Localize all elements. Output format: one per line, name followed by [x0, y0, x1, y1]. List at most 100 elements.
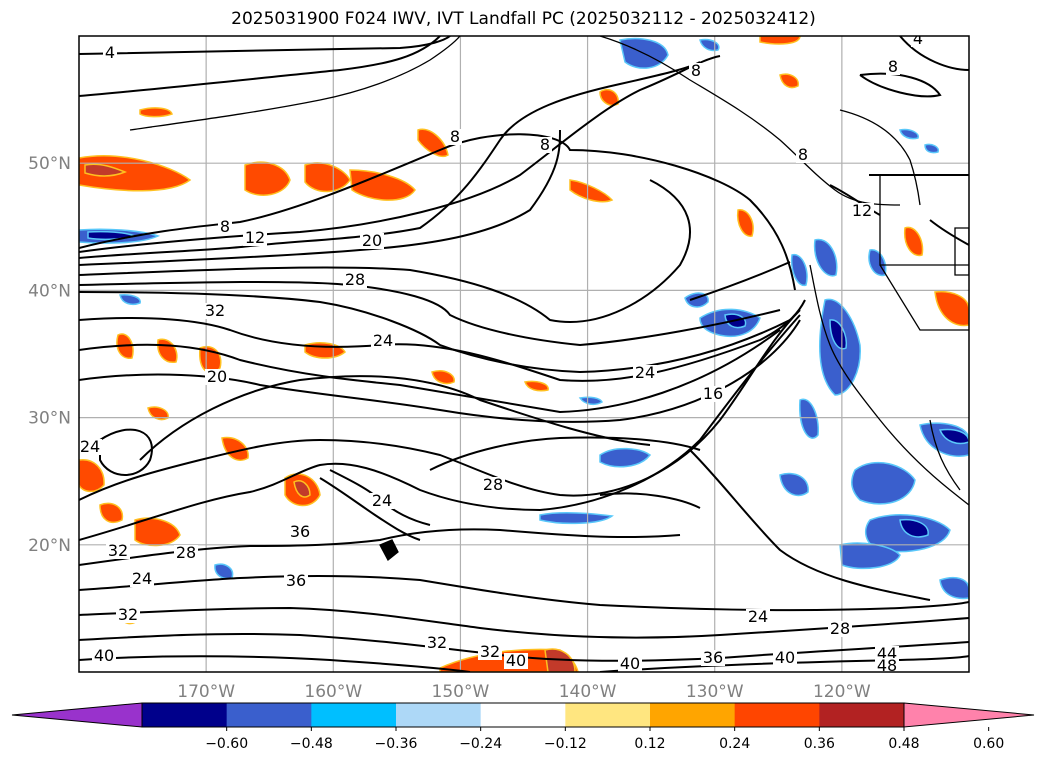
contour-label-bg [773, 650, 797, 666]
contour-label: 8 [798, 145, 808, 164]
contour-label: 16 [703, 384, 723, 403]
lon-tick-label: 160°W [304, 682, 362, 702]
lat-tick-label: 20°N [28, 536, 71, 556]
contour-label: 36 [290, 522, 310, 541]
contour-label-bg [448, 129, 462, 145]
longitude-tick-labels: 170°W 160°W 150°W 140°W 130°W 120°W [177, 682, 871, 702]
colorbar [11, 702, 1035, 728]
colorbar-tick-label: 0.48 [888, 736, 919, 752]
contour-label: 32 [427, 633, 447, 652]
contour-label: 24 [372, 491, 392, 510]
contour-label: 24 [635, 363, 655, 382]
contour-label: 8 [540, 135, 550, 154]
contour-label-bg [911, 36, 925, 47]
contour-label: 36 [703, 648, 723, 667]
contour-label: 32 [480, 642, 500, 661]
contour-label-bg [633, 365, 657, 381]
colorbar-outline [141, 702, 905, 728]
colorbar-segment [226, 703, 312, 727]
lon-tick-label: 130°W [686, 682, 744, 702]
contour-label: 32 [205, 301, 225, 320]
contour-label: 12 [852, 201, 872, 220]
contour-label: 48 [877, 656, 897, 675]
chart-title: 2025031900 F024 IWV, IVT Landfall PC (20… [231, 9, 816, 29]
colorbar-segment [142, 703, 228, 727]
colorbar-tick-label: 0.36 [804, 736, 835, 752]
contour-label: 20 [207, 367, 227, 386]
contour-label-bg [538, 137, 552, 153]
contour-label-bg [850, 203, 874, 219]
contour-label: 28 [176, 543, 196, 562]
colorbar-tick-label: −0.36 [375, 736, 418, 752]
map-area: 48 88 888412121620242424242424282828283232… [79, 29, 969, 675]
colorbar-extend-low [11, 702, 143, 728]
contour-label: 28 [345, 270, 365, 289]
contour-label: 36 [286, 571, 306, 590]
colorbar-tick-label: 0.60 [973, 736, 1004, 752]
contour-label-bg [130, 571, 154, 587]
contour-label: 24 [80, 437, 100, 456]
positive-anomaly-shading [79, 36, 969, 672]
contour-label-bg [343, 272, 367, 288]
contour-label-bg [481, 477, 505, 493]
contour-label: 24 [748, 607, 768, 626]
contour-label-bg [116, 607, 140, 623]
contour-label-bg [370, 493, 394, 509]
contour-label: 40 [506, 651, 526, 670]
colorbar-tick-label: 0.12 [634, 736, 665, 752]
contour-label: 40 [94, 646, 114, 665]
contour-label-bg [504, 653, 528, 669]
coastlines [129, 36, 969, 561]
contour-label-bg [828, 621, 852, 637]
colorbar-segment [396, 703, 482, 727]
contour-label: 20 [362, 231, 382, 250]
contour-label-bg [284, 573, 308, 589]
contour-label: 8 [691, 61, 701, 80]
colorbar-tick-labels: −0.60 −0.48 −0.36 −0.24 −0.12 0.12 0.24 0.36 0.4… [205, 727, 1004, 752]
lat-tick-label: 40°N [28, 281, 71, 301]
contour-label-bg [875, 658, 899, 672]
contour-label-bg [618, 656, 642, 672]
contour-label-bg [218, 219, 232, 235]
iwv-contour-lines [79, 36, 969, 672]
contour-label: 24 [373, 331, 393, 350]
contour-label: 40 [620, 654, 640, 673]
contour-label-bg [360, 233, 384, 249]
colorbar-segment [819, 703, 905, 727]
lon-tick-label: 120°W [813, 682, 871, 702]
lat-tick-label: 30°N [28, 409, 71, 429]
lon-tick-label: 140°W [559, 682, 617, 702]
contour-label: 32 [118, 605, 138, 624]
contour-label-bg [92, 648, 116, 664]
contour-label: 28 [483, 475, 503, 494]
contour-label-bg [371, 333, 395, 349]
contour-label: 24 [132, 569, 152, 588]
contour-label: 28 [830, 619, 850, 638]
contour-label-bg [106, 543, 130, 559]
colorbar-segment [480, 703, 566, 727]
contour-labels: 48 88 888412121620242424242424282828283232… [79, 29, 925, 675]
colorbar-segment [650, 703, 736, 727]
colorbar-tick-label: −0.60 [205, 736, 248, 752]
contour-label-bg [425, 635, 449, 651]
contour-label-bg [689, 63, 703, 79]
contour-label: 4 [913, 29, 923, 48]
contour-label: 12 [245, 228, 265, 247]
latitude-tick-labels: 50°N 40°N 30°N 20°N [28, 154, 71, 556]
contour-label-bg [205, 369, 229, 385]
lat-tick-label: 50°N [28, 154, 71, 174]
contour-label: 32 [108, 541, 128, 560]
contour-label: 40 [775, 648, 795, 667]
contour-label-bg [701, 386, 725, 402]
contour-label-bg [288, 524, 312, 540]
contour-label-bg [478, 644, 502, 660]
contour-label: 8 [450, 127, 460, 146]
contour-label-bg [701, 650, 725, 666]
colorbar-segment [565, 703, 651, 727]
contour-label-bg [886, 59, 900, 75]
contour-label: 8 [888, 57, 898, 76]
colorbar-segment [311, 703, 397, 727]
contour-label-bg [796, 147, 810, 163]
contour-label-bg [79, 439, 102, 455]
